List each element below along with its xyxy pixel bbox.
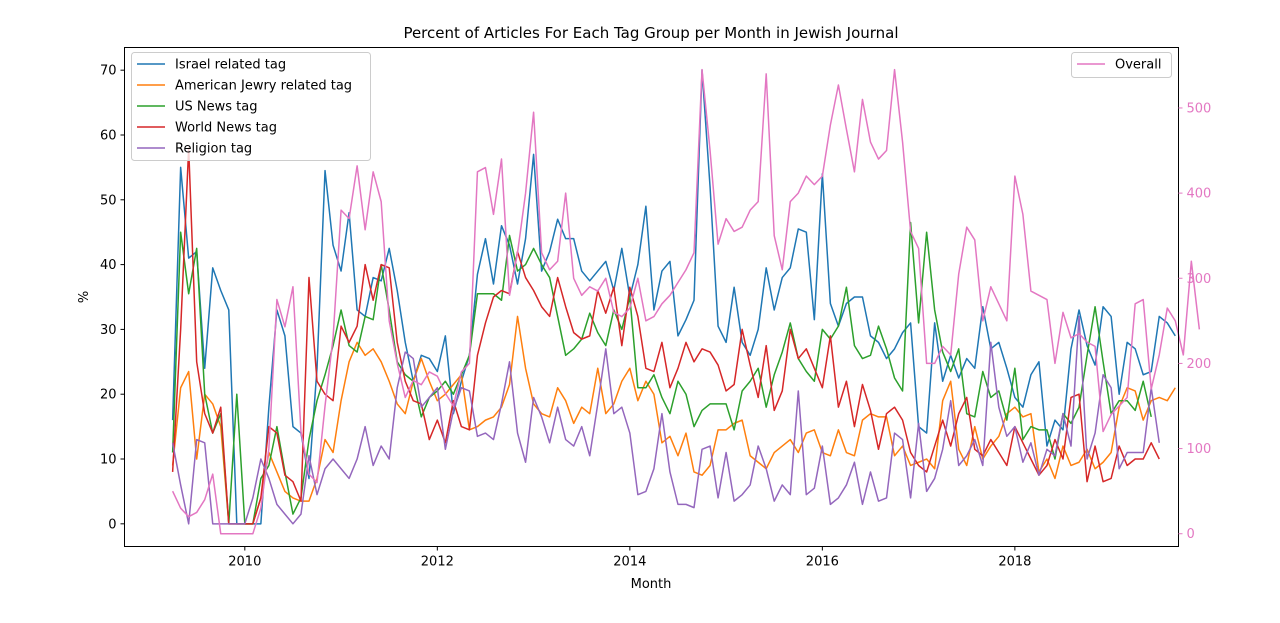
plot-lines	[171, 68, 1201, 535]
legend-label: Overall	[1115, 58, 1161, 73]
legend-label: World News tag	[175, 121, 277, 136]
legend-label: Religion tag	[175, 142, 252, 157]
x-axis: 2010 2012 2014 2016 2018	[228, 546, 1031, 570]
series-line-us-news-tag	[171, 221, 1152, 525]
legend-box	[1071, 52, 1172, 78]
x-tick-label: 2014	[613, 555, 646, 570]
series-line-world-news-tag	[171, 147, 1160, 525]
y-tick-label: 60	[100, 128, 117, 143]
y-tick-label: 40	[100, 258, 117, 273]
y-tick-label: 50	[100, 193, 117, 208]
y-tick-label: 20	[100, 388, 117, 403]
y2-tick-label: 500	[1187, 101, 1212, 116]
series-line-religion-tag	[171, 315, 1160, 525]
y-tick-label: 10	[100, 453, 117, 468]
legend-box	[131, 52, 371, 161]
y-axis-label: %	[77, 291, 92, 303]
plot-frame	[124, 47, 1179, 547]
y2-tick-label: 300	[1187, 272, 1212, 287]
y-tick-label: 30	[100, 323, 117, 338]
y2-tick-label: 0	[1187, 527, 1195, 542]
x-tick-label: 2012	[421, 555, 454, 570]
y2-tick-label: 400	[1187, 187, 1212, 202]
chart-title: Percent of Articles For Each Tag Group p…	[403, 24, 898, 42]
y-tick-label: 70	[100, 64, 117, 79]
y2-tick-label: 100	[1187, 442, 1212, 457]
legend-left: Israel related tag American Jewry related…	[131, 52, 371, 161]
legend-label: Israel related tag	[175, 58, 286, 73]
legend-label: US News tag	[175, 100, 257, 115]
x-tick-label: 2010	[228, 555, 261, 570]
y-axis-right: 0 100 200 300 400 500	[1178, 101, 1212, 542]
x-tick-label: 2016	[806, 555, 839, 570]
x-axis-label: Month	[631, 577, 672, 592]
series-line-israel-related-tag	[171, 69, 1176, 525]
legend-label: American Jewry related tag	[175, 79, 352, 94]
x-tick-label: 2018	[998, 555, 1031, 570]
y-tick-label: 0	[108, 517, 116, 532]
y-axis-left: 0 10 20 30 40 50 60 70	[100, 64, 125, 532]
y2-tick-label: 200	[1187, 357, 1212, 372]
series-line-overall	[171, 68, 1201, 535]
legend-right: Overall	[1071, 52, 1172, 78]
